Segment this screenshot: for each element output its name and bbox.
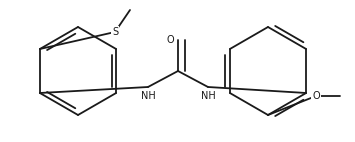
Text: O: O [166, 35, 174, 45]
Text: O: O [312, 91, 320, 101]
Text: NH: NH [201, 91, 215, 101]
Text: S: S [112, 27, 118, 37]
Text: NH: NH [141, 91, 155, 101]
